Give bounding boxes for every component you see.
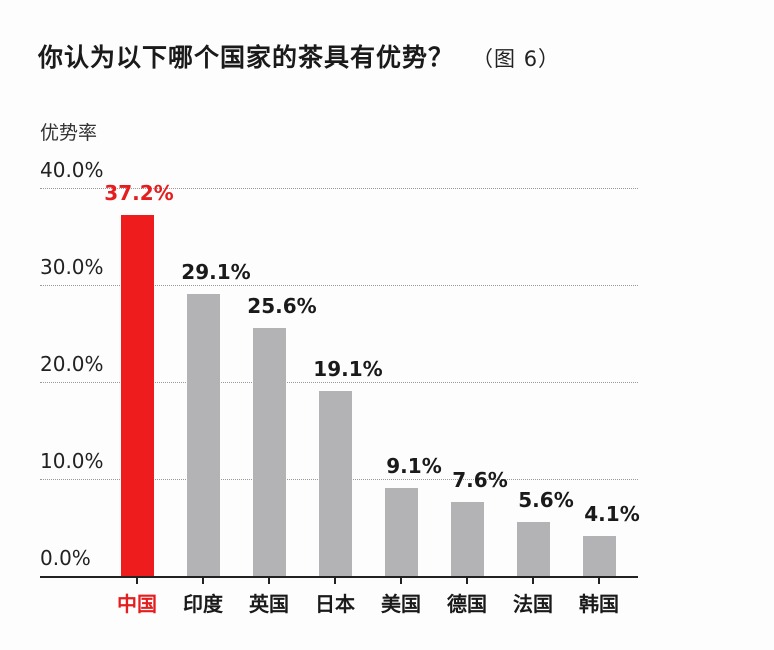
y-tick-label: 10.0%: [40, 449, 104, 473]
value-label: 29.1%: [181, 259, 251, 284]
gridline: [40, 285, 638, 286]
gridline: [40, 382, 638, 383]
chart-title-text: 你认为以下哪个国家的茶具有优势？: [38, 43, 455, 72]
value-label: 5.6%: [518, 487, 574, 512]
x-tick: [136, 577, 138, 584]
category-label: 美国: [381, 592, 421, 616]
value-label: 4.1%: [584, 502, 640, 527]
category-label: 英国: [249, 592, 289, 616]
figure-ref: （图 6）: [472, 47, 561, 71]
category-label: 德国: [447, 592, 487, 616]
value-label: 19.1%: [313, 356, 383, 381]
chart-title: 你认为以下哪个国家的茶具有优势？ （图 6）: [38, 38, 560, 74]
x-axis-line: [40, 576, 638, 578]
category-label: 中国: [117, 592, 157, 616]
x-tick: [400, 577, 402, 584]
category-label: 日本: [315, 592, 355, 616]
x-tick: [466, 577, 468, 584]
bar-0: [121, 215, 154, 576]
x-tick: [532, 577, 534, 584]
x-tick: [334, 577, 336, 584]
bar-5: [451, 502, 484, 576]
x-tick: [598, 577, 600, 584]
value-label: 25.6%: [247, 293, 317, 318]
bar-7: [583, 536, 616, 576]
x-tick: [202, 577, 204, 584]
bar-4: [385, 487, 418, 576]
y-tick-label: 30.0%: [40, 255, 104, 279]
bar-3: [319, 390, 352, 576]
category-label: 韩国: [579, 592, 619, 616]
y-tick-label: 40.0%: [40, 158, 104, 182]
gridline: [40, 188, 638, 189]
y-tick-label: 20.0%: [40, 352, 104, 376]
y-tick-label: 0.0%: [40, 546, 91, 570]
value-label: 7.6%: [452, 468, 508, 493]
category-label: 印度: [183, 592, 223, 616]
bar-6: [517, 521, 550, 576]
x-tick: [268, 577, 270, 584]
y-axis-label: 优势率: [40, 122, 98, 144]
bar-2: [253, 327, 286, 576]
category-label: 法国: [513, 592, 553, 616]
value-label: 9.1%: [386, 453, 442, 478]
bar-1: [187, 293, 220, 576]
value-label: 37.2%: [104, 181, 174, 206]
